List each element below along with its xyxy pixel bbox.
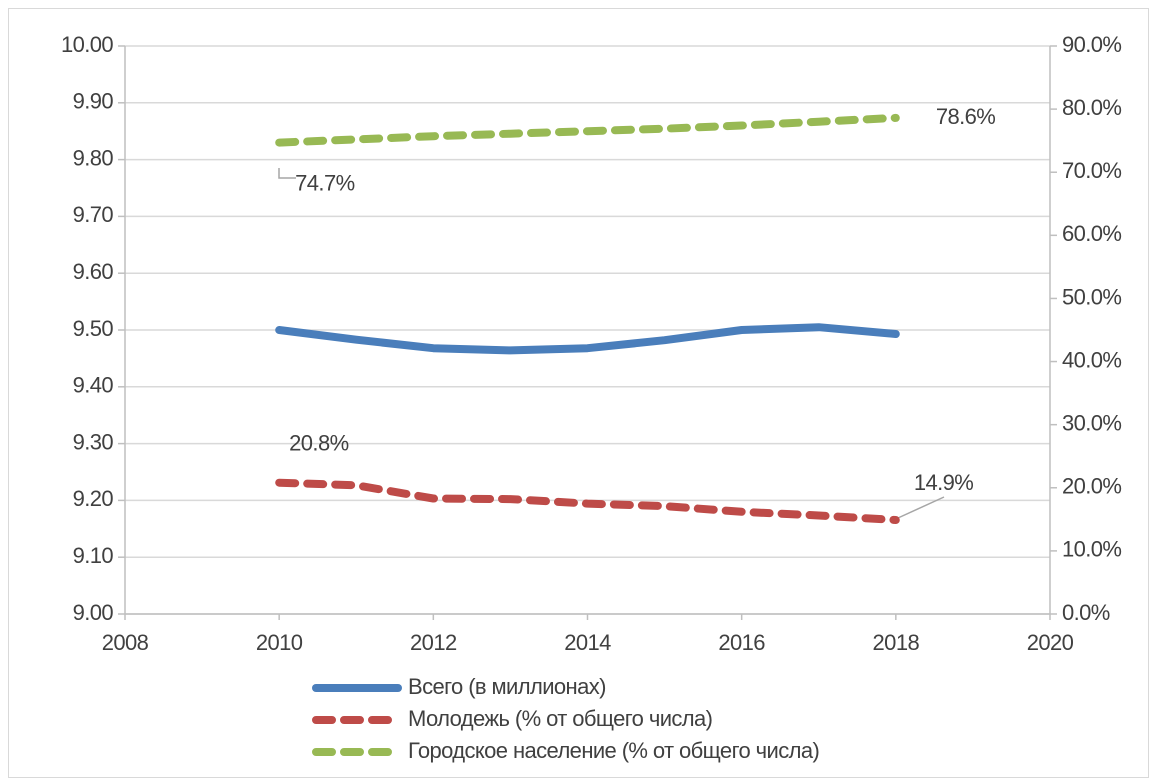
y-tick-label: 9.90: [73, 89, 114, 114]
legend-label: Городское население (% от общего числа): [408, 738, 819, 763]
x-tick-label: 2010: [256, 630, 303, 655]
y2-tick-label: 40.0%: [1062, 347, 1121, 372]
y-tick-label: 9.40: [73, 373, 114, 398]
series-line: [275, 478, 900, 524]
y2-tick-label: 50.0%: [1062, 284, 1121, 309]
y2-tick-label: 80.0%: [1062, 95, 1121, 120]
legend-label: Молодежь (% от общего числа): [408, 706, 712, 731]
y2-tick-label: 30.0%: [1062, 410, 1121, 435]
y-tick-label: 9.00: [73, 600, 114, 625]
x-tick-label: 2012: [410, 630, 457, 655]
x-tick-label: 2016: [718, 630, 765, 655]
data-label: 14.9%: [914, 470, 973, 495]
y-tick-label: 9.60: [73, 259, 114, 284]
y2-tick-label: 20.0%: [1062, 474, 1121, 499]
series-line: [275, 323, 900, 355]
y-tick-label: 10.00: [61, 32, 113, 57]
y-tick-label: 9.80: [73, 145, 114, 170]
y2-tick-label: 10.0%: [1062, 537, 1121, 562]
series-line: [275, 113, 900, 147]
y-tick-label: 9.10: [73, 543, 114, 568]
y-tick-label: 9.70: [73, 202, 114, 227]
leader-line: [897, 496, 945, 519]
y-tick-label: 9.50: [73, 316, 114, 341]
data-label: 74.7%: [295, 170, 354, 195]
chart-border: [8, 8, 1149, 778]
x-tick-label: 2018: [873, 630, 920, 655]
y-tick-label: 9.20: [73, 486, 114, 511]
x-tick-label: 2008: [102, 630, 149, 655]
y2-tick-label: 90.0%: [1062, 32, 1121, 57]
legend-label: Всего (в миллионах): [408, 674, 606, 699]
y2-tick-label: 60.0%: [1062, 221, 1121, 246]
x-tick-label: 2020: [1027, 630, 1074, 655]
y2-tick-label: 70.0%: [1062, 158, 1121, 183]
y-tick-label: 9.30: [73, 429, 114, 454]
data-label: 20.8%: [289, 431, 348, 456]
x-tick-label: 2014: [564, 630, 611, 655]
data-label: 78.6%: [936, 104, 995, 129]
y2-tick-label: 0.0%: [1062, 600, 1110, 625]
leader-line: [278, 168, 296, 179]
